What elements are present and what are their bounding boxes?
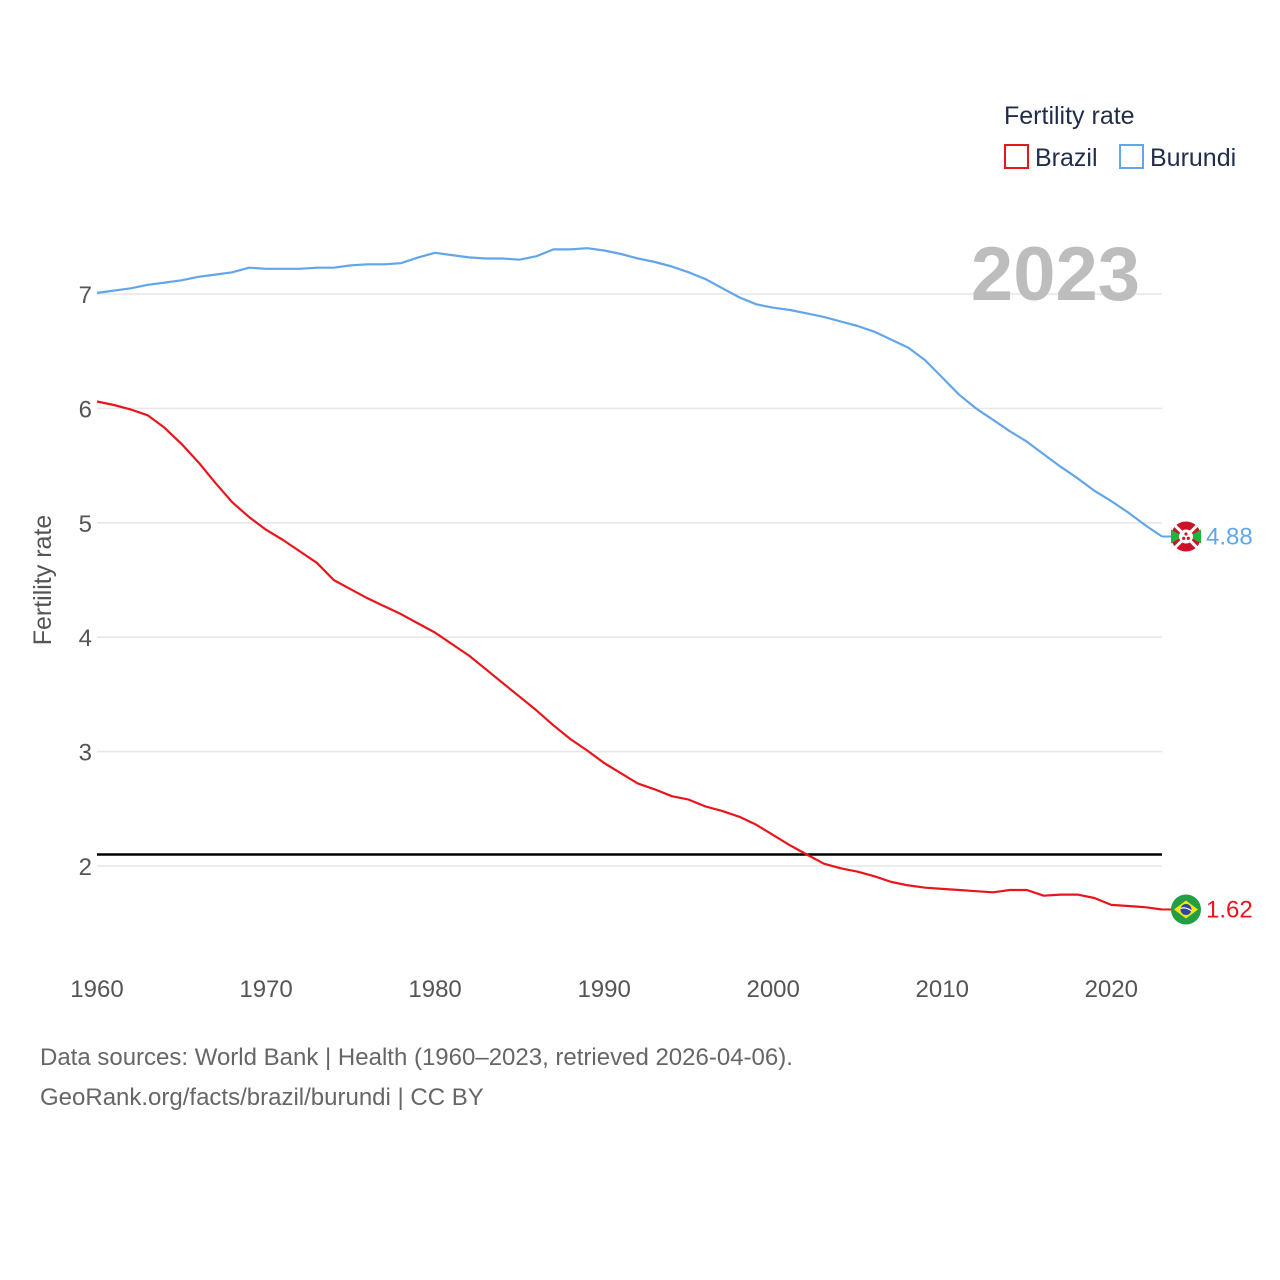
y-axis-title: Fertility rate xyxy=(29,515,57,646)
y-tick-label: 3 xyxy=(79,740,92,767)
x-tick-label: 1960 xyxy=(70,976,123,1003)
grid-lines xyxy=(97,293,1162,867)
footer-url: GeoRank.org/facts/brazil/burundi | CC BY xyxy=(40,1084,484,1111)
x-tick-label: 1990 xyxy=(577,976,630,1003)
series-line-brazil xyxy=(96,400,1163,911)
x-tick-label: 2010 xyxy=(916,976,969,1003)
y-tick-label: 6 xyxy=(79,396,92,423)
end-label-burundi: 4.88 xyxy=(1206,524,1253,551)
legend-title: Fertility rate xyxy=(1004,102,1135,130)
legend: Fertility rate Brazil Burundi xyxy=(1004,102,1236,172)
x-tick-label: 1980 xyxy=(408,976,461,1003)
brazil-flag-icon xyxy=(1171,894,1201,925)
end-label-brazil: 1.62 xyxy=(1206,896,1253,923)
y-tick-label: 4 xyxy=(79,625,92,652)
x-tick-label: 2020 xyxy=(1085,976,1138,1003)
burundi-flag-icon xyxy=(1171,521,1201,552)
x-axis-ticks: 1960 1970 1980 1990 2000 2010 2020 xyxy=(70,976,1138,1003)
year-label: 2023 xyxy=(971,232,1140,317)
y-tick-label: 7 xyxy=(79,282,92,309)
y-tick-label: 2 xyxy=(79,854,92,881)
series-line-burundi xyxy=(96,247,1163,538)
x-tick-label: 2000 xyxy=(746,976,799,1003)
end-markers: 1.62 4.88 xyxy=(1162,521,1253,925)
x-tick-label: 1970 xyxy=(239,976,292,1003)
footer-sources: Data sources: World Bank | Health (1960–… xyxy=(40,1044,793,1071)
y-axis-ticks: 2 3 4 5 6 7 xyxy=(79,282,92,881)
legend-label-brazil[interactable]: Brazil xyxy=(1035,144,1098,172)
legend-swatch-burundi[interactable] xyxy=(1119,144,1144,169)
legend-swatch-brazil[interactable] xyxy=(1004,144,1029,169)
y-tick-label: 5 xyxy=(79,511,92,538)
series-lines xyxy=(96,247,1163,911)
legend-label-burundi[interactable]: Burundi xyxy=(1150,144,1236,172)
